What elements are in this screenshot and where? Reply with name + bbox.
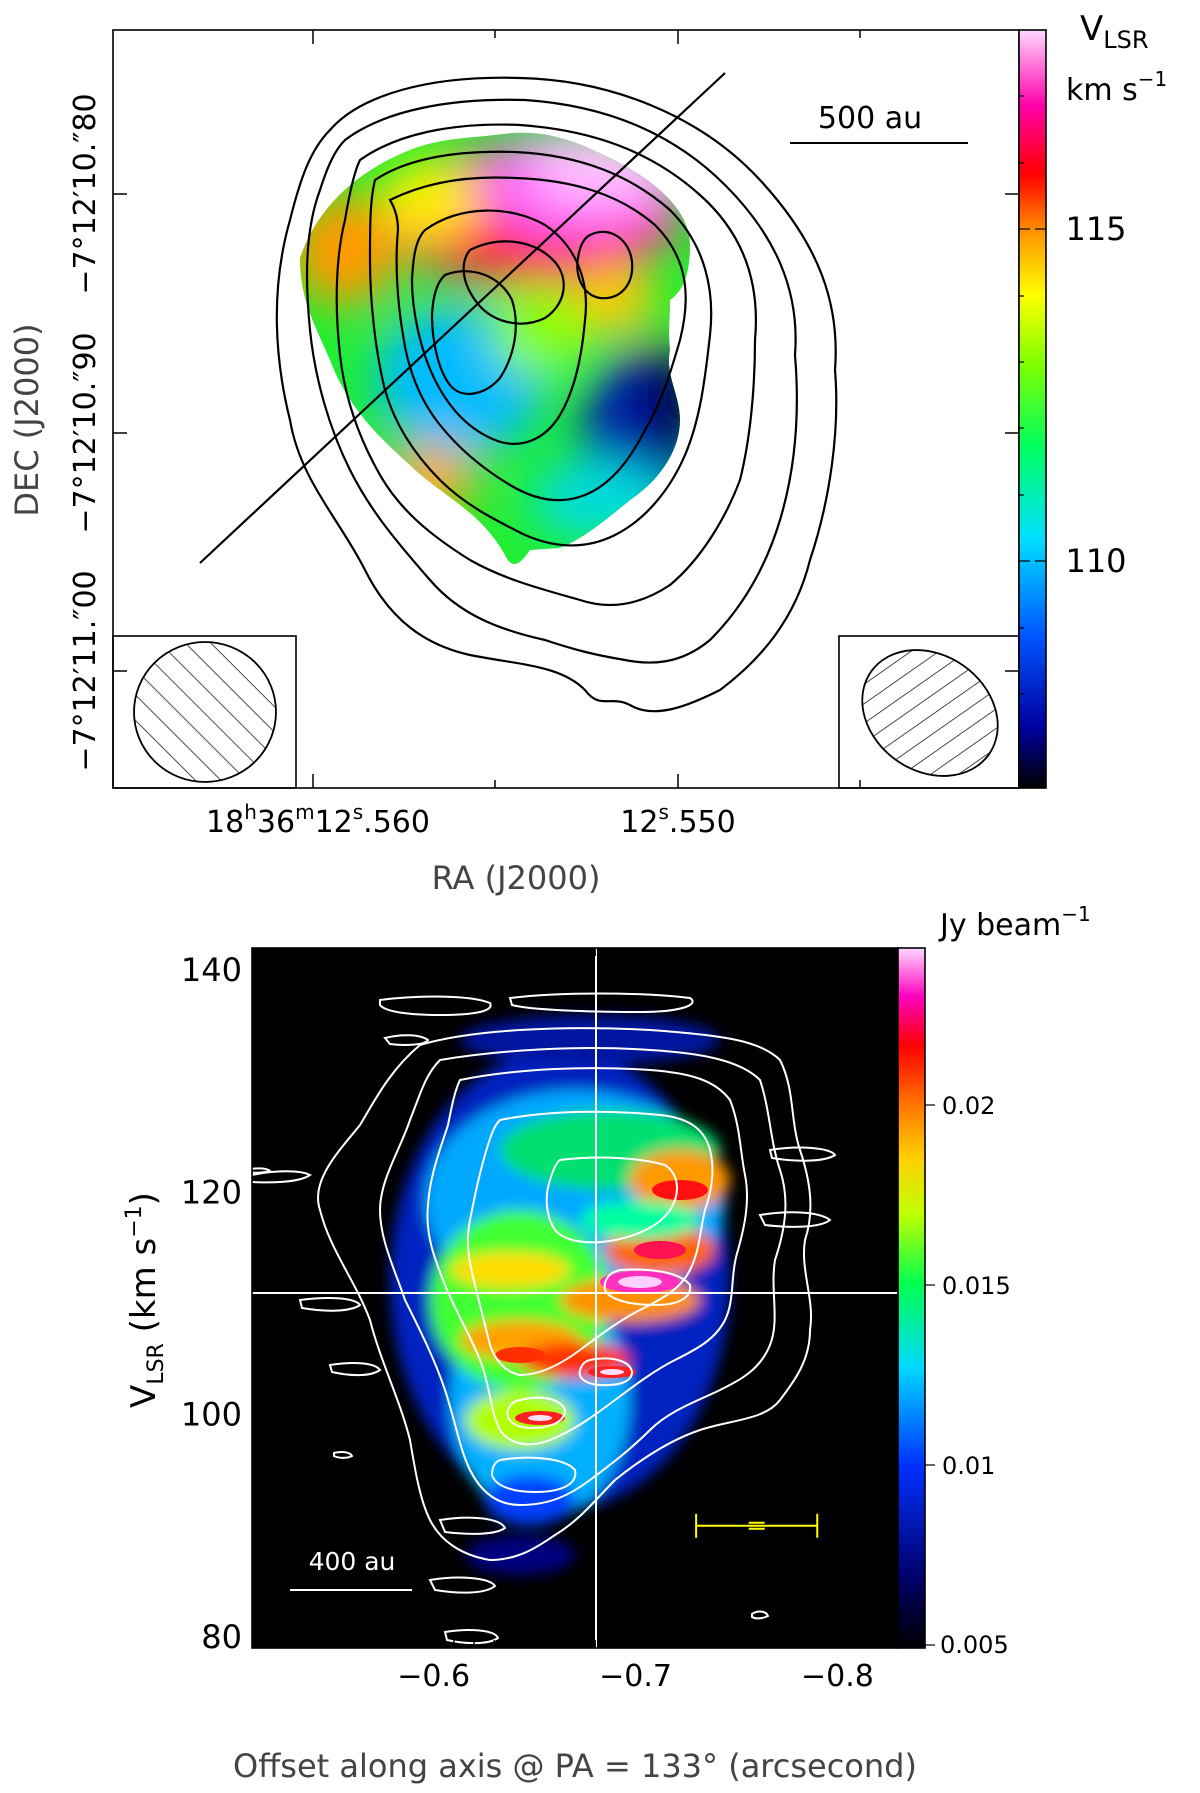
pv-emission <box>390 1015 730 1575</box>
dec-tick-2: −7°12′10.″90 <box>68 332 103 533</box>
ra-axis-label: RA (J2000) <box>432 859 601 897</box>
velocity-field <box>300 132 690 565</box>
ra-tick-2: 12s.550 <box>620 800 735 840</box>
flux-cbar-tick-1: 0.01 <box>942 1452 995 1480</box>
pv-y-tick-label: 140 <box>181 951 242 989</box>
intensity-contours <box>275 76 838 713</box>
pv-y-tick-label: 80 <box>201 1618 242 1656</box>
vel-cbar-unit: km s−1 <box>1066 67 1167 108</box>
vel-cbar-tick-110: 110 <box>1065 542 1126 580</box>
dec-tick-3: −7°12′11.″00 <box>68 570 103 771</box>
flux-cbar-tick-0: 0.005 <box>940 1631 1009 1659</box>
vel-cbar-tick-115: 115 <box>1065 210 1126 248</box>
beam-box-right <box>838 635 1020 789</box>
top-panel: 500 au −7°12′10.″80 −7°12′10.″90 −7°12′1… <box>8 9 1167 897</box>
pv-x-axis-label: Offset along axis @ PA = 133° (arcsecond… <box>233 1747 917 1785</box>
pv-y-axis-label: VLSR (km s−1) <box>122 1192 169 1408</box>
ra-tick-1: 18h36m12s.560 <box>206 800 430 840</box>
velocity-colorbar: 115 110 VLSR km s−1 <box>1018 9 1167 789</box>
beam-box-left <box>112 635 297 789</box>
pv-scalebar-label: 400 au <box>309 1547 396 1576</box>
flux-cbar-tick-2: 0.015 <box>942 1272 1011 1300</box>
pv-y-tick-label: 120 <box>181 1173 242 1211</box>
pv-x-tick-label: −0.8 <box>801 1659 874 1694</box>
flux-colorbar: 0.005 0.01 0.015 0.02 Jy beam−1 <box>897 902 1091 1659</box>
vel-cbar-title: VLSR <box>1080 9 1149 54</box>
pv-x-tick-label: −0.7 <box>599 1659 672 1694</box>
pv-contours <box>248 992 837 1663</box>
pv-cut-line <box>199 72 726 564</box>
top-ticks <box>113 30 1019 788</box>
beam-ellipse-left <box>133 641 277 783</box>
pv-ticks: −0.6 −0.7 −0.8 80 100 120 140 <box>181 948 899 1694</box>
pv-y-tick-label: 100 <box>181 1396 242 1434</box>
bottom-panel: 400 au −0.6 −0.7 −0.8 80 100 120 140 Offset al… <box>122 902 1091 1785</box>
dec-tick-1: −7°12′10.″80 <box>68 93 103 294</box>
flux-cbar-tick-3: 0.02 <box>942 1092 995 1120</box>
flux-cbar-title: Jy beam−1 <box>938 902 1091 943</box>
dec-axis-label: DEC (J2000) <box>8 323 46 516</box>
beam-ellipse-right <box>861 649 999 777</box>
pv-x-tick-label: −0.6 <box>397 1659 470 1694</box>
top-scalebar-label: 500 au <box>818 101 922 136</box>
pv-errorbar <box>695 1513 819 1538</box>
